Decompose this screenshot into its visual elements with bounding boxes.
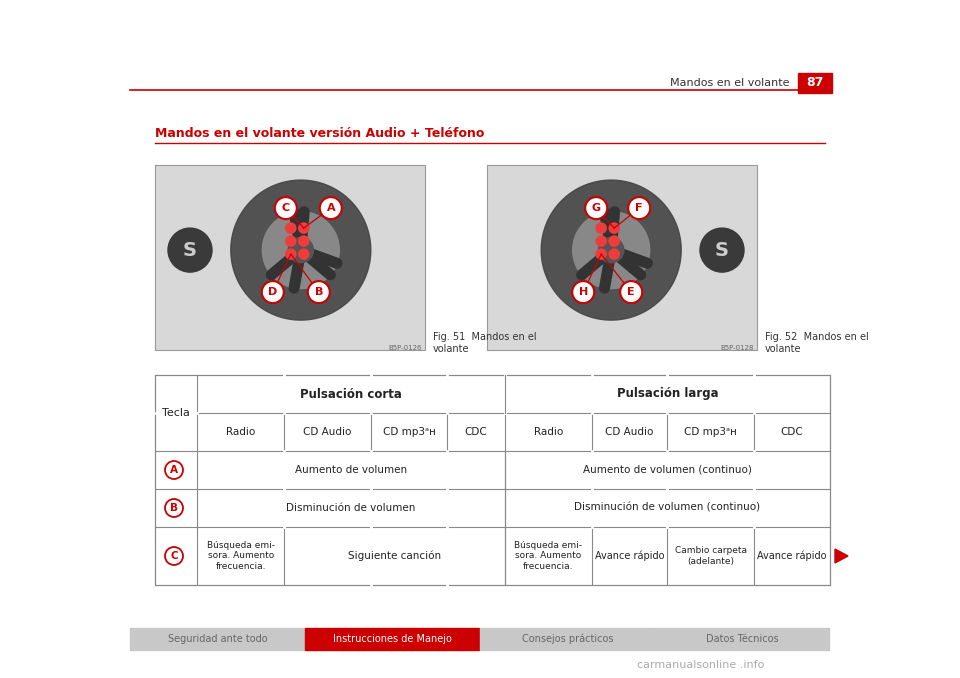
Polygon shape [262,212,339,289]
Circle shape [610,236,619,246]
Text: B: B [315,287,323,297]
Circle shape [620,281,642,303]
Polygon shape [541,180,682,320]
Circle shape [286,249,296,259]
Text: Avance rápido: Avance rápido [757,551,827,561]
Circle shape [596,223,606,233]
Text: Disminución de volumen: Disminución de volumen [286,503,416,513]
Text: Fig. 52  Mandos en el
volante: Fig. 52 Mandos en el volante [765,332,869,354]
Text: Mandos en el volante versión Audio + Teléfono: Mandos en el volante versión Audio + Tel… [155,127,485,140]
Text: Aumento de volumen (continuo): Aumento de volumen (continuo) [583,465,752,475]
Bar [487,165,757,350]
Circle shape [299,223,309,233]
Text: Búsqueda emi-
sora. Aumento
frecuencia.: Búsqueda emi- sora. Aumento frecuencia. [515,541,582,571]
Text: Siguiente canción: Siguiente canción [348,551,441,561]
Bar [655,628,829,650]
Circle shape [168,228,212,272]
Circle shape [610,223,619,233]
Text: 87: 87 [806,77,824,89]
Text: G: G [591,203,601,213]
Circle shape [596,249,606,259]
Bar [798,73,832,93]
Circle shape [299,236,309,246]
Text: D: D [268,287,277,297]
Text: Pulsación corta: Pulsación corta [300,388,402,401]
Bar [480,628,654,650]
Circle shape [286,236,296,246]
Text: S: S [715,241,729,260]
Bar [155,165,425,350]
Circle shape [286,223,296,233]
Text: Seguridad ante todo: Seguridad ante todo [168,634,267,644]
Circle shape [165,461,183,479]
Text: B5P-0126: B5P-0126 [389,345,422,351]
Text: CDC: CDC [780,427,804,437]
Text: Mandos en el volante: Mandos en el volante [670,78,790,88]
Text: Radio: Radio [227,427,255,437]
Text: Consejos prácticos: Consejos prácticos [521,634,613,644]
Text: B: B [170,503,178,513]
Circle shape [299,236,309,246]
Circle shape [610,249,619,259]
Text: Cambio carpeta
(adelante): Cambio carpeta (adelante) [675,546,747,565]
Circle shape [586,197,608,219]
Circle shape [596,223,606,233]
Text: E: E [628,287,635,297]
Text: CDC: CDC [465,427,487,437]
Circle shape [700,228,744,272]
Bar [155,375,830,585]
Polygon shape [835,549,848,563]
Circle shape [610,249,619,259]
Text: Pulsación larga: Pulsación larga [616,388,718,401]
Circle shape [628,197,650,219]
Text: B5P-0128: B5P-0128 [721,345,754,351]
Circle shape [596,236,606,246]
Circle shape [308,281,330,303]
Circle shape [596,236,606,246]
Circle shape [299,249,309,259]
Text: Datos Técnicos: Datos Técnicos [707,634,779,644]
Text: CD mp3ᵃʜ: CD mp3ᵃʜ [382,427,436,437]
Circle shape [286,249,296,259]
Circle shape [165,499,183,517]
Polygon shape [599,237,624,262]
Text: C: C [281,203,290,213]
Polygon shape [288,237,313,262]
Text: Avance rápido: Avance rápido [595,551,664,561]
Text: Aumento de volumen: Aumento de volumen [295,465,407,475]
Text: F: F [636,203,643,213]
Circle shape [572,281,594,303]
Text: Disminución de volumen (continuo): Disminución de volumen (continuo) [574,503,760,513]
Circle shape [286,236,296,246]
Circle shape [165,547,183,565]
Text: carmanualsonline .info: carmanualsonline .info [637,660,764,670]
Circle shape [262,281,284,303]
Polygon shape [573,212,650,289]
Text: A: A [170,465,178,475]
Text: H: H [579,287,588,297]
Circle shape [299,249,309,259]
Text: Radio: Radio [534,427,563,437]
Polygon shape [230,180,371,320]
Bar [130,628,304,650]
Text: C: C [170,551,178,561]
Text: CD Audio: CD Audio [606,427,654,437]
Text: Fig. 51  Mandos en el
volante: Fig. 51 Mandos en el volante [433,332,537,354]
Circle shape [610,236,619,246]
Text: Instrucciones de Manejo: Instrucciones de Manejo [333,634,452,644]
Circle shape [610,223,619,233]
Text: S: S [183,241,197,260]
Circle shape [320,197,342,219]
Circle shape [275,197,297,219]
Circle shape [286,223,296,233]
Text: CD Audio: CD Audio [303,427,351,437]
Text: A: A [326,203,335,213]
Text: Búsqueda emi-
sora. Aumento
frecuencia.: Búsqueda emi- sora. Aumento frecuencia. [206,541,275,571]
Circle shape [596,249,606,259]
Text: CD mp3ᵃʜ: CD mp3ᵃʜ [684,427,737,437]
Circle shape [299,223,309,233]
Text: Tecla: Tecla [162,408,190,418]
Bar [305,628,479,650]
